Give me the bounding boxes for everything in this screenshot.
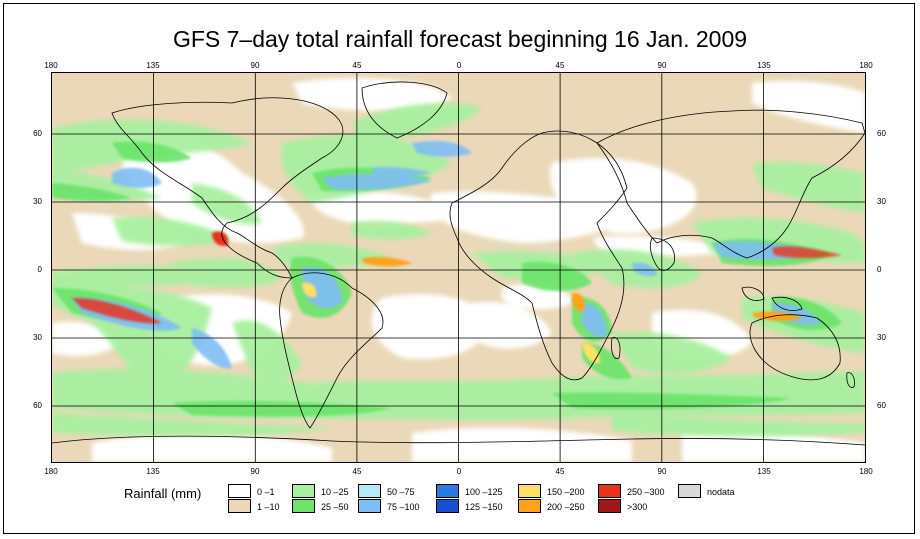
lat-tick-left: 60 xyxy=(33,401,42,410)
legend-title: Rainfall (mm) xyxy=(124,486,202,501)
lat-tick-left: 30 xyxy=(33,197,42,206)
lon-tick-top: 45 xyxy=(555,61,565,70)
lon-tick-bottom: 90 xyxy=(250,467,260,476)
legend-label-1: 1 –10 xyxy=(257,502,280,512)
legend-swatch-9 xyxy=(518,499,541,513)
legend-swatch-3 xyxy=(292,499,315,513)
lat-tick-right: 0 xyxy=(877,265,882,274)
legend-swatch-5 xyxy=(358,499,381,513)
legend-label-2: 10 –25 xyxy=(321,487,349,497)
lon-tick-top: 180 xyxy=(859,61,873,70)
legend-label-12: nodata xyxy=(707,487,735,497)
lon-tick-bottom: 45 xyxy=(555,467,565,476)
lon-tick-bottom: 180 xyxy=(859,467,873,476)
legend-label-5: 75 –100 xyxy=(387,502,420,512)
lat-tick-right: 60 xyxy=(877,401,886,410)
lat-tick-left: 30 xyxy=(33,333,42,342)
legend-label-7: 125 –150 xyxy=(465,502,503,512)
figure-frame xyxy=(3,3,915,534)
legend-swatch-1 xyxy=(228,499,251,513)
lon-tick-bottom: 45 xyxy=(352,467,362,476)
legend-swatch-0 xyxy=(228,484,251,498)
legend-label-10: 250 –300 xyxy=(627,487,665,497)
extreme-rain-zones xyxy=(72,231,842,364)
coastlines xyxy=(52,81,865,446)
map-title: GFS 7–day total rainfall forecast beginn… xyxy=(172,26,748,52)
lon-tick-top: 45 xyxy=(352,61,362,70)
legend-swatch-2 xyxy=(292,484,315,498)
legend-label-11: >300 xyxy=(627,502,648,512)
legend-swatch-10 xyxy=(598,484,621,498)
lon-tick-bottom: 135 xyxy=(146,467,160,476)
lon-tick-top: 135 xyxy=(757,61,771,70)
lon-tick-bottom: 180 xyxy=(44,467,58,476)
legend-label-0: 0 –1 xyxy=(257,487,275,497)
legend-swatch-11 xyxy=(598,499,621,513)
lon-tick-bottom: 135 xyxy=(757,467,771,476)
legend-label-8: 150 –200 xyxy=(547,487,585,497)
lon-tick-bottom: 90 xyxy=(657,467,667,476)
lat-tick-right: 60 xyxy=(877,129,886,138)
legend-label-3: 25 –50 xyxy=(321,502,349,512)
legend-label-4: 50 –75 xyxy=(387,487,415,497)
legend-swatch-8 xyxy=(518,484,541,498)
legend-swatch-12 xyxy=(678,484,701,498)
lat-tick-left: 60 xyxy=(33,129,42,138)
lat-tick-right: 30 xyxy=(877,197,886,206)
lon-tick-bottom: 0 xyxy=(456,467,462,476)
graticule xyxy=(52,73,865,462)
lon-tick-top: 135 xyxy=(146,61,160,70)
lon-tick-top: 0 xyxy=(456,61,462,70)
rainfall-map xyxy=(51,72,866,463)
lat-tick-right: 30 xyxy=(877,333,886,342)
legend-label-9: 200 –250 xyxy=(547,502,585,512)
lat-tick-left: 0 xyxy=(37,265,42,274)
lon-tick-top: 90 xyxy=(657,61,667,70)
lon-tick-top: 90 xyxy=(250,61,260,70)
legend-swatch-7 xyxy=(436,499,459,513)
legend-label-6: 100 –125 xyxy=(465,487,503,497)
legend-swatch-6 xyxy=(436,484,459,498)
legend-swatch-4 xyxy=(358,484,381,498)
lon-tick-top: 180 xyxy=(44,61,58,70)
